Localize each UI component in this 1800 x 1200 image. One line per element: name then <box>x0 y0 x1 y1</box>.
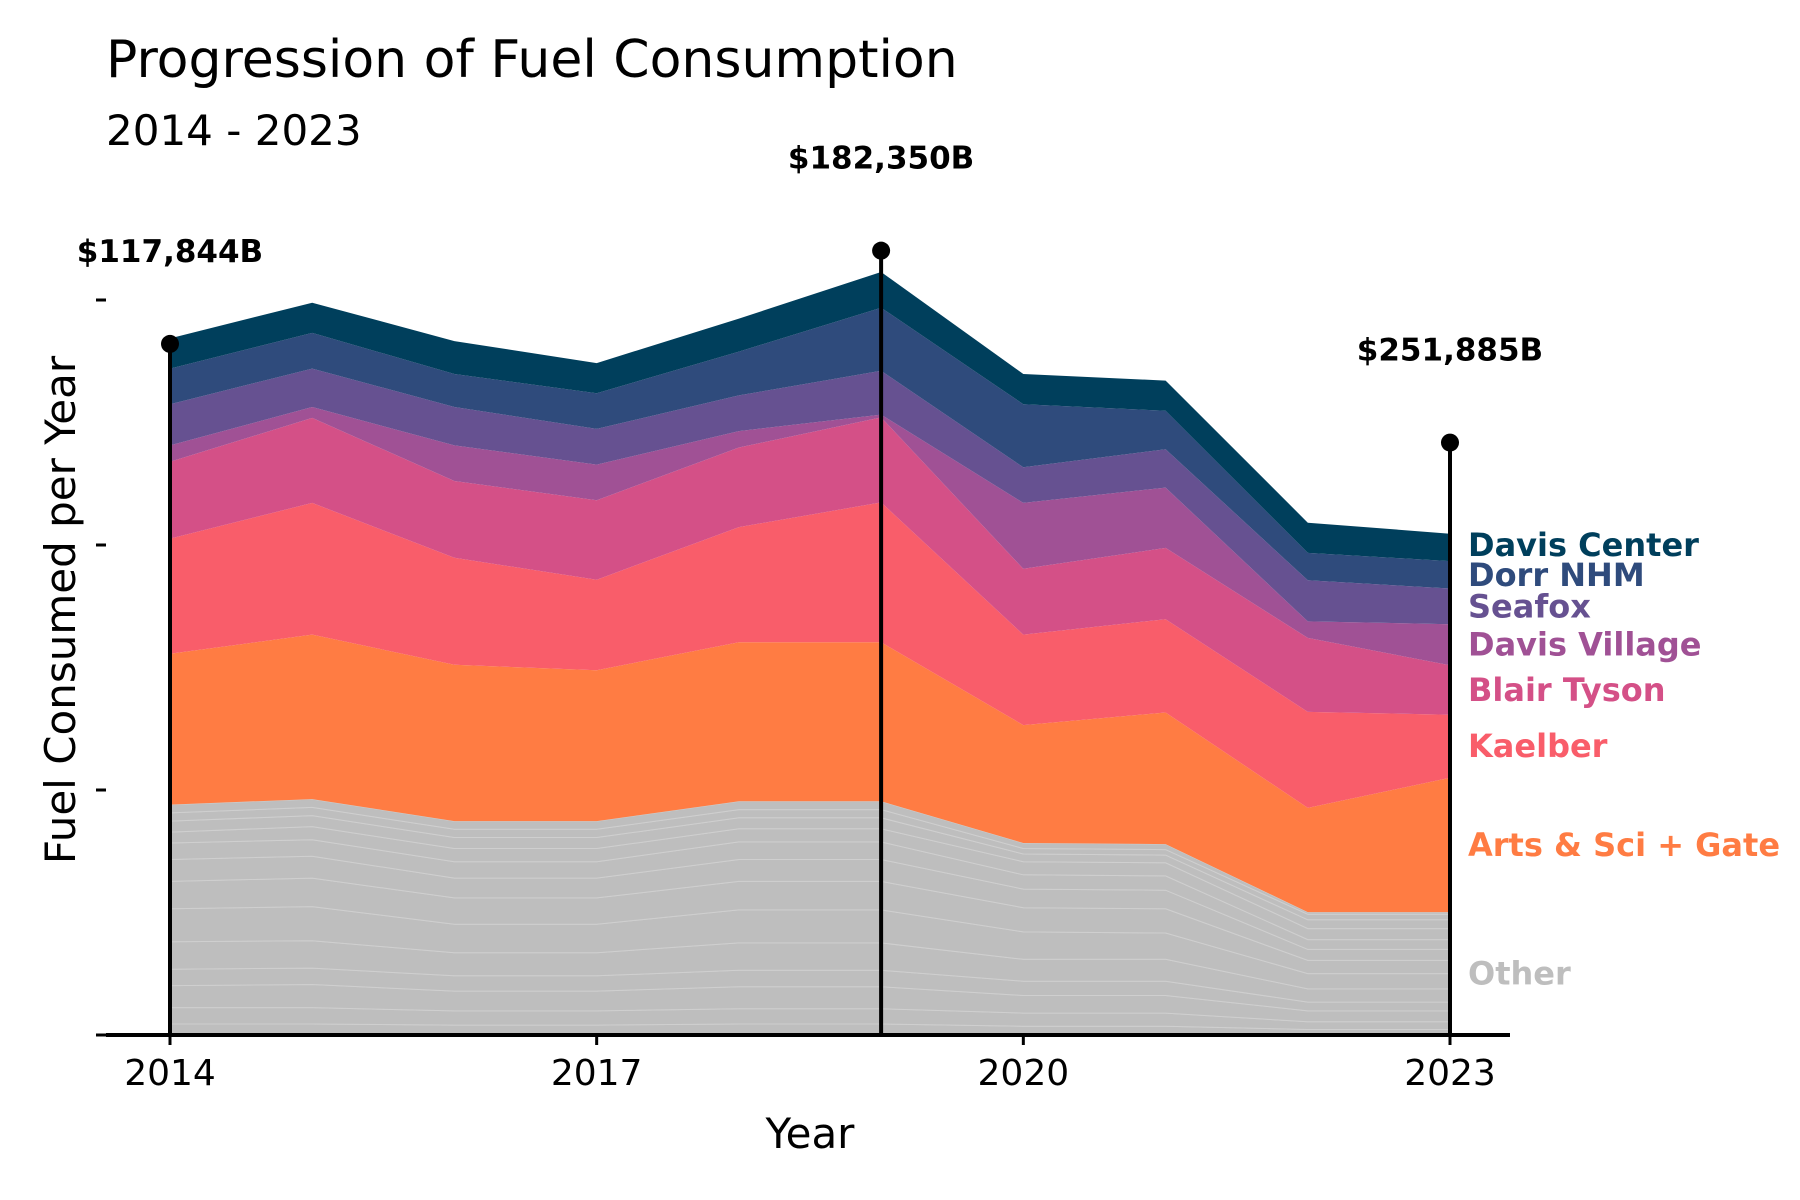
x-axis-ticks: 2014 2017 2020 2023 <box>124 1035 1496 1094</box>
area-layers <box>169 272 1451 1036</box>
x-tick-label-2023: 2023 <box>1404 1053 1496 1094</box>
area-arts-sci-gate <box>170 634 1450 913</box>
series-label-arts-sci-gate: Arts & Sci + Gate <box>1468 826 1780 864</box>
x-axis-label: Year <box>765 1109 856 1158</box>
series-label-seafox: Seafox <box>1468 587 1591 625</box>
area-davis-village <box>170 407 1450 666</box>
series-label-davis-center: Davis Center <box>1468 526 1699 564</box>
area-dorr-nhm <box>170 307 1450 589</box>
callout-label-0: $117,844B <box>77 234 263 270</box>
series-label-dorr-nhm: Dorr NHM <box>1468 556 1645 594</box>
x-tick-label-2017: 2017 <box>551 1053 643 1094</box>
chart-subtitle: 2014 - 2023 <box>106 106 362 155</box>
series-label-blair-tyson: Blair Tyson <box>1468 671 1666 709</box>
series-labels: Other Arts & Sci + Gate Kaelber Blair Tyson… <box>1468 526 1780 993</box>
callout-dot-2 <box>1441 433 1459 452</box>
x-tick-label-2020: 2020 <box>978 1053 1070 1094</box>
series-label-kaelber: Kaelber <box>1468 727 1608 765</box>
callout-dot-0 <box>161 334 179 353</box>
x-tick-label-2014: 2014 <box>124 1053 216 1094</box>
area-blair-tyson <box>170 417 1450 715</box>
area-seafox <box>170 368 1450 625</box>
area-davis-center <box>170 272 1450 562</box>
series-label-other: Other <box>1468 955 1571 993</box>
series-label-davis-village: Davis Village <box>1468 626 1701 664</box>
y-axis-label: Fuel Consumed per Year <box>36 355 85 864</box>
callout-label-2: $251,885B <box>1357 333 1543 369</box>
callout-label-1: $182,350B <box>788 141 974 177</box>
area-kaelber <box>170 502 1450 808</box>
callout-labels: $117,844B $182,350B $251,885B <box>77 141 1543 369</box>
chart-title: Progression of Fuel Consumption <box>106 30 958 90</box>
callout-dot-1 <box>872 241 891 260</box>
callout-lines <box>161 241 1459 1035</box>
y-axis-ticks <box>96 298 106 1037</box>
